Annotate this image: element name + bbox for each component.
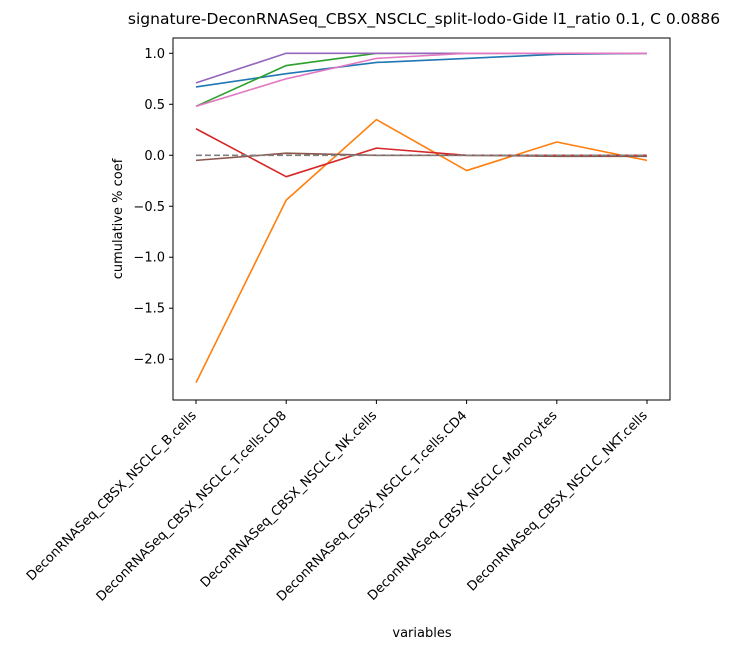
y-axis-label: cumulative % coef xyxy=(111,158,126,279)
plot-lines xyxy=(195,52,648,384)
series-line-6 xyxy=(195,52,647,108)
plot-frame xyxy=(172,37,671,401)
y-tick-label: −2.0 xyxy=(133,353,165,368)
x-tick-label: DeconRNASeq_CBSX_NSCLC_T.cells.CD8 xyxy=(94,408,290,604)
y-tick-label: 1.0 xyxy=(144,47,165,62)
x-axis-label: variables xyxy=(392,626,451,641)
chart-title: signature-DeconRNASeq_CBSX_NSCLC_split-l… xyxy=(128,10,720,29)
x-tick-label: DeconRNASeq_CBSX_NSCLC_B.cells xyxy=(24,408,200,584)
series-line-5 xyxy=(195,152,647,162)
y-tick-label: −1.0 xyxy=(133,251,165,266)
x-tick-label: DeconRNASeq_CBSX_NSCLC_T.cells.CD4 xyxy=(274,408,470,604)
x-tick-label: DeconRNASeq_CBSX_NSCLC_NKT.cells xyxy=(465,408,651,594)
x-tick-label: DeconRNASeq_CBSX_NSCLC_Monocytes xyxy=(365,408,561,604)
series-line-4 xyxy=(195,52,647,84)
y-axis: −2.0 −1.5 −1.0 −0.5 0.0 0.5 1.0 xyxy=(133,47,173,368)
y-tick-label: −1.5 xyxy=(133,302,165,317)
series-line-3 xyxy=(195,128,647,178)
x-axis: DeconRNASeq_CBSX_NSCLC_B.cellsDeconRNASe… xyxy=(24,400,651,605)
y-tick-label: 0.0 xyxy=(144,149,165,164)
x-tick-label: DeconRNASeq_CBSX_NSCLC_NK.cells xyxy=(198,408,380,590)
y-tick-label: 0.5 xyxy=(144,98,165,113)
series-line-0 xyxy=(195,52,648,88)
series-line-1 xyxy=(195,118,648,384)
y-tick-label: −0.5 xyxy=(133,200,165,215)
